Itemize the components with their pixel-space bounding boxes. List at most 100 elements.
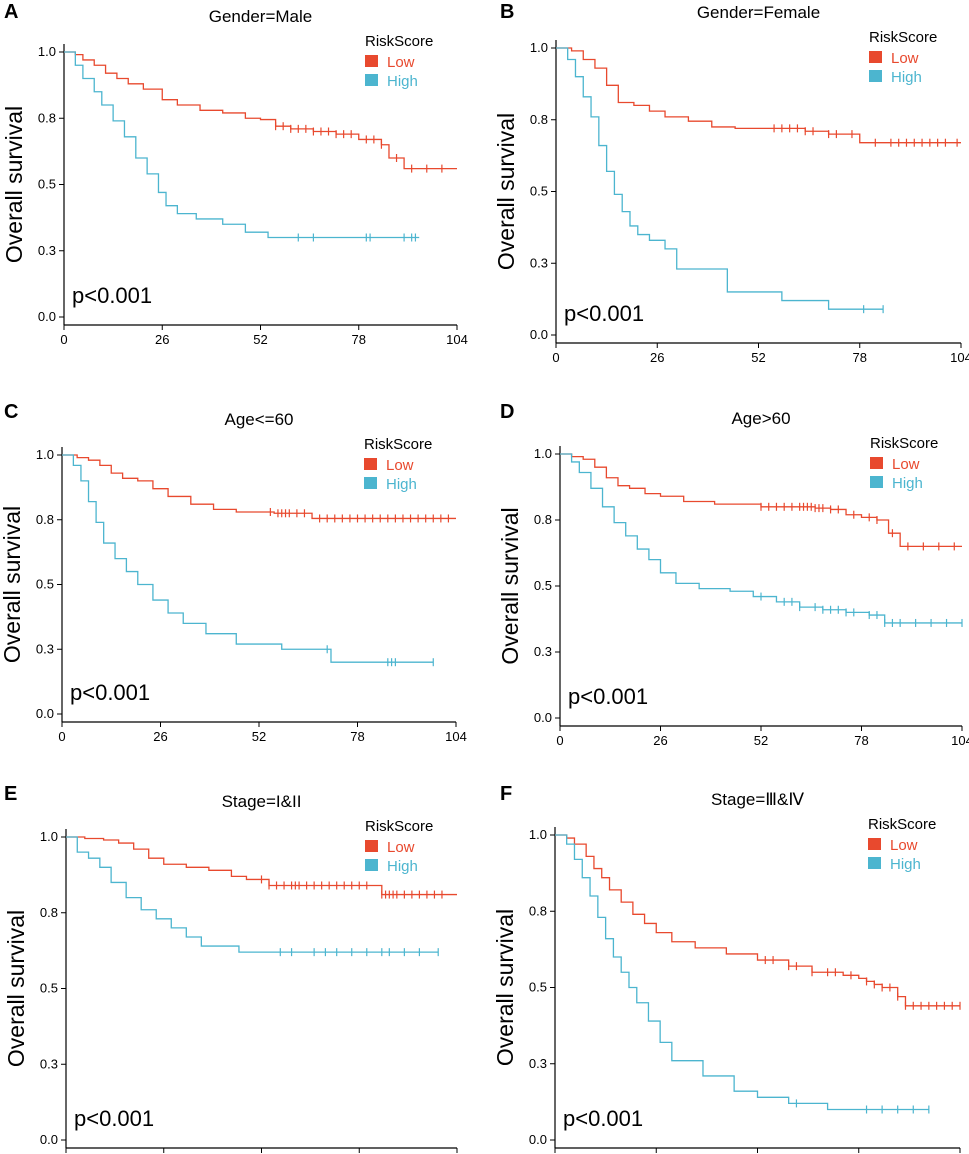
- legend-swatch-low: [365, 55, 378, 67]
- p-value: p<0.001: [74, 1106, 154, 1131]
- y-tick-label: 0.8: [36, 512, 54, 527]
- legend-swatch-low: [868, 838, 881, 850]
- y-axis-label: Overall survival: [493, 113, 519, 270]
- x-tick-label: 78: [853, 350, 867, 365]
- y-tick-label: 0.3: [40, 1056, 58, 1071]
- panel-title: Age>60: [731, 409, 790, 428]
- series-high-line: [66, 836, 439, 953]
- x-tick-label: 52: [252, 729, 266, 744]
- x-tick-label: 0: [58, 729, 65, 744]
- legend-title: RiskScore: [364, 436, 432, 453]
- series-low-line: [560, 453, 962, 548]
- legend-label-low: Low: [387, 839, 415, 856]
- y-tick-label: 1.0: [40, 829, 58, 844]
- y-tick-label: 1.0: [529, 827, 547, 842]
- y-tick-label: 0.8: [38, 110, 56, 125]
- legend-swatch-low: [364, 458, 377, 470]
- x-tick-label: 78: [350, 729, 364, 744]
- legend-label-low: Low: [892, 456, 920, 473]
- panel-a: A Gender=Male 0.0 0.3 0.5 0.8 1.0 0 26 52 78 104 Ove…: [1, 1, 468, 347]
- panel-e: EStage=I&II0.00.30.50.81.00265278104Over…: [3, 783, 458, 1153]
- legend-label-high: High: [387, 73, 418, 90]
- y-axis-label: Overall survival: [1, 106, 27, 263]
- p-value: p<0.001: [568, 684, 648, 709]
- x-tick-label: 104: [950, 350, 969, 365]
- y-tick-label: 1.0: [36, 447, 54, 462]
- panel-title: Stage=I&II: [222, 792, 302, 811]
- legend-title: RiskScore: [870, 435, 938, 452]
- panel-d: D Age>60 0.0 0.3 0.5 0.8 1.0 0 26 52 78 104 Overall …: [497, 401, 969, 748]
- series-high-line: [560, 453, 962, 624]
- series-high-line: [555, 834, 929, 1111]
- legend-label-low: Low: [890, 837, 918, 854]
- y-tick-label: 0.8: [530, 112, 548, 127]
- y-tick-label: 0.0: [534, 710, 552, 725]
- panel-letter: F: [500, 783, 512, 805]
- p-value: p<0.001: [72, 283, 152, 308]
- x-tick-label: 0: [60, 332, 67, 347]
- x-tick-label: 52: [754, 733, 768, 748]
- series-high-line: [64, 51, 420, 239]
- y-tick-label: 0.5: [534, 578, 552, 593]
- y-tick-label: 0.3: [530, 255, 548, 270]
- y-axis-label: Overall survival: [497, 507, 523, 664]
- legend-label-high: High: [386, 476, 417, 493]
- panel-title: Stage=Ⅲ&Ⅳ: [711, 790, 804, 809]
- y-tick-label: 0.5: [38, 177, 56, 192]
- x-tick-label: 104: [446, 332, 468, 347]
- x-tick-label: 78: [854, 733, 868, 748]
- legend-title: RiskScore: [869, 29, 937, 46]
- panel-b: B Gender=Female 0.0 0.3 0.5 0.8 1.0 0 26 52 78 104 O…: [493, 1, 969, 365]
- x-tick-label: 26: [155, 332, 169, 347]
- y-axis-label: Overall survival: [492, 909, 518, 1066]
- legend-title: RiskScore: [868, 816, 936, 833]
- legend-label-high: High: [891, 69, 922, 86]
- panel-letter: D: [500, 401, 514, 423]
- panel-title: Age<=60: [224, 410, 293, 429]
- y-tick-label: 0.5: [529, 980, 547, 995]
- panel-title: Gender=Male: [209, 7, 312, 26]
- legend-label-high: High: [892, 475, 923, 492]
- series-high-line: [556, 47, 884, 310]
- panel-letter: E: [4, 783, 17, 805]
- legend-swatch-high: [869, 70, 882, 82]
- legend-swatch-low: [365, 840, 378, 852]
- y-tick-label: 0.5: [530, 184, 548, 199]
- panel-f: FStage=Ⅲ&Ⅳ0.00.30.50.81.00265278104Overa…: [492, 783, 961, 1153]
- x-tick-label: 0: [552, 350, 559, 365]
- x-tick-label: 26: [650, 350, 664, 365]
- legend-swatch-high: [364, 477, 377, 489]
- panel-letter: A: [4, 1, 18, 23]
- y-axis-label: Overall survival: [3, 910, 29, 1067]
- legend-label-high: High: [890, 856, 921, 873]
- panel-letter: B: [500, 1, 514, 23]
- y-tick-label: 0.5: [40, 981, 58, 996]
- y-tick-label: 0.8: [529, 903, 547, 918]
- x-tick-label: 26: [653, 733, 667, 748]
- legend-swatch-high: [365, 859, 378, 871]
- x-tick-label: 104: [445, 729, 467, 744]
- legend-label-low: Low: [386, 457, 414, 474]
- x-tick-label: 0: [556, 733, 563, 748]
- y-tick-label: 1.0: [534, 446, 552, 461]
- x-tick-label: 52: [253, 332, 267, 347]
- legend-label-high: High: [387, 858, 418, 875]
- legend-label-low: Low: [891, 50, 919, 67]
- y-tick-label: 0.0: [38, 309, 56, 324]
- y-tick-label: 0.3: [36, 641, 54, 656]
- series-low-line: [62, 454, 456, 520]
- legend-title: RiskScore: [365, 33, 433, 50]
- p-value: p<0.001: [564, 301, 644, 326]
- y-tick-label: 1.0: [530, 40, 548, 55]
- legend-title: RiskScore: [365, 818, 433, 835]
- y-tick-label: 1.0: [38, 44, 56, 59]
- x-tick-label: 104: [951, 733, 969, 748]
- x-tick-label: 78: [352, 332, 366, 347]
- series-low-line: [556, 47, 961, 144]
- x-tick-label: 52: [751, 350, 765, 365]
- series-low-line: [64, 51, 457, 170]
- p-value: p<0.001: [70, 680, 150, 705]
- panel-letter: C: [4, 401, 18, 423]
- series-high-line: [62, 454, 434, 663]
